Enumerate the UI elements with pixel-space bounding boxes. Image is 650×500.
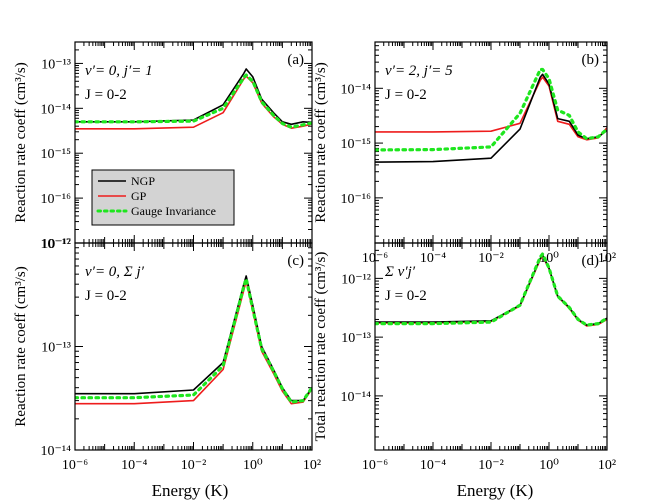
panel-b: 10⁻⁶ 10⁻⁴ 10⁻² 10⁰ 10²10⁻¹⁶10⁻¹⁵10⁻¹⁴Reactio…	[313, 41, 616, 266]
panel-label: (d)	[582, 253, 600, 269]
x-tick-label: 10⁻⁴	[420, 458, 446, 473]
panel-label: (c)	[287, 253, 304, 269]
y-tick-label: 10⁻¹²	[41, 237, 71, 252]
y-tick-label: 10⁻¹⁷	[41, 237, 72, 252]
y-axis-label: Reaction rate coeff (cm³/s)	[13, 62, 29, 222]
y-axis-label: Total reaction rate coeff (cm³/s)	[313, 252, 329, 442]
y-tick-label: 10⁻¹⁴	[341, 390, 372, 405]
y-tick-label: 10⁻¹⁶	[341, 192, 372, 207]
x-tick-label: 10²	[598, 458, 616, 473]
panel-annotation: J = 0-2	[385, 288, 427, 304]
y-tick-label: 10⁻¹⁶	[41, 192, 72, 207]
legend-label-ngp: NGP	[131, 174, 155, 188]
y-tick-label: 10⁻¹³	[41, 341, 71, 356]
x-axis-label-right: Energy (K)	[457, 481, 534, 500]
y-tick-label: 10⁻¹²	[341, 272, 371, 287]
panel-annotation: v′= 2, j′= 5	[385, 63, 453, 79]
legend-label-gp: GP	[131, 189, 147, 203]
x-tick-label: 10²	[303, 458, 321, 473]
y-tick-label: 10⁻¹⁵	[41, 147, 72, 162]
y-axis-label: Reaction rate coeff (cm³/s)	[313, 62, 329, 222]
legend: NGP GP Gauge Invariance	[91, 169, 235, 226]
legend-label-gauge: Gauge Invariance	[131, 204, 216, 218]
y-tick-label: 10⁻¹⁴	[341, 82, 372, 97]
panel-annotation: v′= 0, j′= 1	[85, 63, 153, 79]
series-line-gauge-invariance	[375, 67, 607, 152]
x-tick-label: 10⁰	[243, 458, 263, 473]
panel-c: 10⁻⁶ 10⁻⁴ 10⁻² 10⁰ 10² 10⁻¹⁴ 10⁻¹³ 10⁻¹² Reactio…	[13, 237, 321, 473]
panel-annotation: v′= 0, Σ j′	[85, 264, 145, 280]
series-line-gauge-invariance	[75, 73, 312, 129]
y-axis-label: Reaction rate coeff (cm³/s)	[13, 266, 29, 426]
panel-label: (a)	[287, 52, 304, 68]
panel-annotation: J = 0-2	[385, 87, 427, 103]
series-line-gauge-invariance	[75, 277, 312, 404]
y-tick-label: 10⁻¹³	[41, 57, 71, 72]
panel-a: 10⁻¹⁷ 10⁻¹⁶ 10⁻¹⁵ 10⁻¹⁴ 10⁻¹³ Reaction rate c…	[13, 41, 313, 252]
x-tick-label: 10⁻⁶	[62, 458, 88, 473]
x-axis-label-left: Energy (K)	[152, 481, 229, 500]
x-tick-label: 10⁰	[539, 251, 559, 266]
x-tick-label: 10⁻²	[478, 458, 504, 473]
x-tick-label: 10⁰	[539, 458, 559, 473]
y-tick-label: 10⁻¹⁵	[341, 137, 372, 152]
panel-annotation: Σ v′j′	[384, 264, 416, 280]
series-line-gauge-invariance	[375, 252, 607, 327]
panel-annotation: J = 0-2	[85, 87, 127, 103]
x-tick-label: 10⁻²	[478, 251, 504, 266]
panel-annotation: J = 0-2	[85, 288, 127, 304]
y-tick-label: 10⁻¹³	[341, 331, 371, 346]
plot-frame	[74, 242, 313, 451]
legend-box	[91, 169, 235, 226]
x-tick-label: 10⁻⁴	[121, 458, 147, 473]
panel-d: 10⁻⁶ 10⁻⁴ 10⁻² 10⁰ 10² 10⁻¹⁴ 10⁻¹³ 10⁻¹² Total r…	[313, 242, 616, 473]
y-tick-label: 10⁻¹⁴	[41, 444, 72, 459]
x-tick-label: 10⁻⁴	[420, 251, 446, 266]
panel-label: (b)	[582, 52, 600, 68]
plot-frame	[374, 242, 608, 451]
x-tick-label: 10⁻²	[181, 458, 207, 473]
x-tick-label: 10⁻⁶	[362, 458, 388, 473]
y-tick-label: 10⁻¹⁴	[41, 102, 72, 117]
